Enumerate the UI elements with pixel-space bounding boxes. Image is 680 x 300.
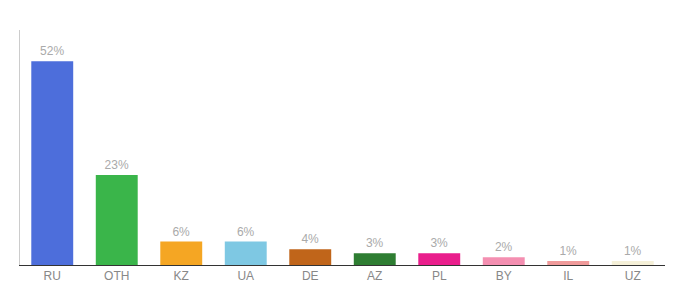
svg-text:BY: BY [496,269,512,283]
svg-text:RU: RU [44,269,61,283]
svg-text:UA: UA [237,269,254,283]
svg-text:4%: 4% [301,232,319,246]
svg-text:52%: 52% [40,44,64,58]
svg-text:2%: 2% [495,240,513,254]
svg-text:6%: 6% [172,225,190,239]
svg-text:DE: DE [302,269,319,283]
svg-text:23%: 23% [105,158,129,172]
svg-text:OTH: OTH [104,269,129,283]
svg-text:PL: PL [432,269,447,283]
svg-text:1%: 1% [624,244,642,258]
svg-text:KZ: KZ [174,269,189,283]
svg-text:3%: 3% [430,236,448,250]
svg-text:IL: IL [563,269,573,283]
svg-text:6%: 6% [237,225,255,239]
svg-text:UZ: UZ [625,269,641,283]
svg-text:1%: 1% [559,244,577,258]
svg-text:3%: 3% [366,236,384,250]
svg-text:AZ: AZ [367,269,382,283]
